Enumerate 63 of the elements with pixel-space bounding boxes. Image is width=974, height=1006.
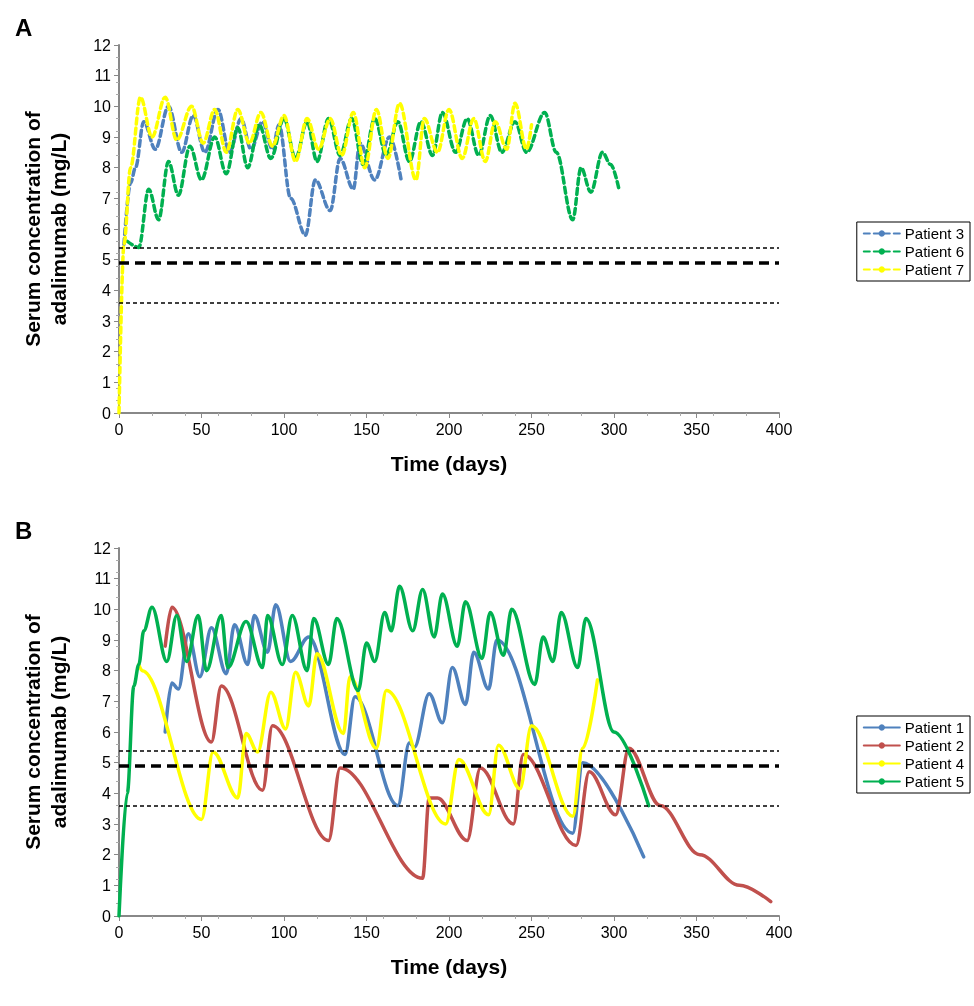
y-tick-label: 10 [93,97,112,115]
legend-label: Patient 3 [904,225,965,242]
x-tick-label: 200 [435,420,463,438]
y-tick-label: 8 [102,662,112,680]
x-tick-label: 0 [114,420,124,438]
y-tick-label: 11 [94,67,112,85]
y-tick-label: 9 [102,631,112,649]
y-tick-label: 8 [102,159,112,177]
chart-title: B [15,516,33,544]
y-tick-label: 1 [102,876,112,894]
x-tick-label: 350 [683,923,710,941]
y-tick-label: 2 [102,846,112,864]
y-tick-label: 7 [102,189,112,207]
y-tick-label: 1 [102,373,112,391]
x-tick-label: 400 [765,420,793,438]
x-tick-label: 350 [683,420,710,438]
x-tick-label: 250 [518,420,545,438]
y-tick-label: 12 [93,539,112,557]
y-tick-label: 0 [102,907,112,925]
x-tick-label: 100 [270,420,298,438]
x-tick-label: 300 [600,923,628,941]
y-tick-label: 11 [94,570,112,588]
y-tick-label: 3 [102,312,112,330]
x-tick-label: 50 [192,923,211,941]
y-axis-title: Serum concentration of adalimumab (mg/L) [20,110,70,347]
y-tick-label: 9 [102,128,112,146]
legend-label: Patient 5 [904,773,965,790]
line-series [117,584,651,918]
y-tick-label: 6 [102,220,112,238]
y-tick-label: 7 [102,692,112,710]
x-tick-label: 0 [114,923,124,941]
chart-title: A [15,13,33,41]
legend-label: Patient 6 [904,243,965,260]
x-tick-label: 200 [435,923,463,941]
y-tick-label: 12 [93,36,112,54]
y-tick-label: 10 [93,600,112,618]
x-tick-label: 150 [353,420,380,438]
x-tick-label: 400 [765,923,793,941]
x-tick-label: 50 [192,420,211,438]
y-tick-label: 3 [102,815,112,833]
line-series [117,95,534,415]
y-tick-label: 2 [102,343,112,361]
y-tick-label: 4 [102,784,112,802]
x-tick-label: 100 [270,923,298,941]
line-series [163,605,773,904]
legend-label: Patient 4 [904,755,965,772]
x-axis-title: Time (days) [390,452,508,475]
line-series [137,652,600,826]
y-axis-title: Serum concentration of adalimumab (mg/L) [20,613,70,850]
y-tick-label: 5 [102,251,112,269]
y-tick-label: 4 [102,281,112,299]
y-tick-label: 6 [102,723,112,741]
line-series [125,110,621,250]
x-axis-title: Time (days) [390,955,508,978]
x-tick-label: 250 [518,923,545,941]
legend-label: Patient 2 [904,737,965,754]
y-tick-label: 0 [102,404,112,422]
x-tick-label: 150 [353,923,380,941]
x-tick-label: 300 [600,420,628,438]
line-series [122,104,403,247]
legend-label: Patient 7 [904,261,965,278]
y-tick-label: 5 [102,754,112,772]
legend-label: Patient 1 [904,719,965,736]
